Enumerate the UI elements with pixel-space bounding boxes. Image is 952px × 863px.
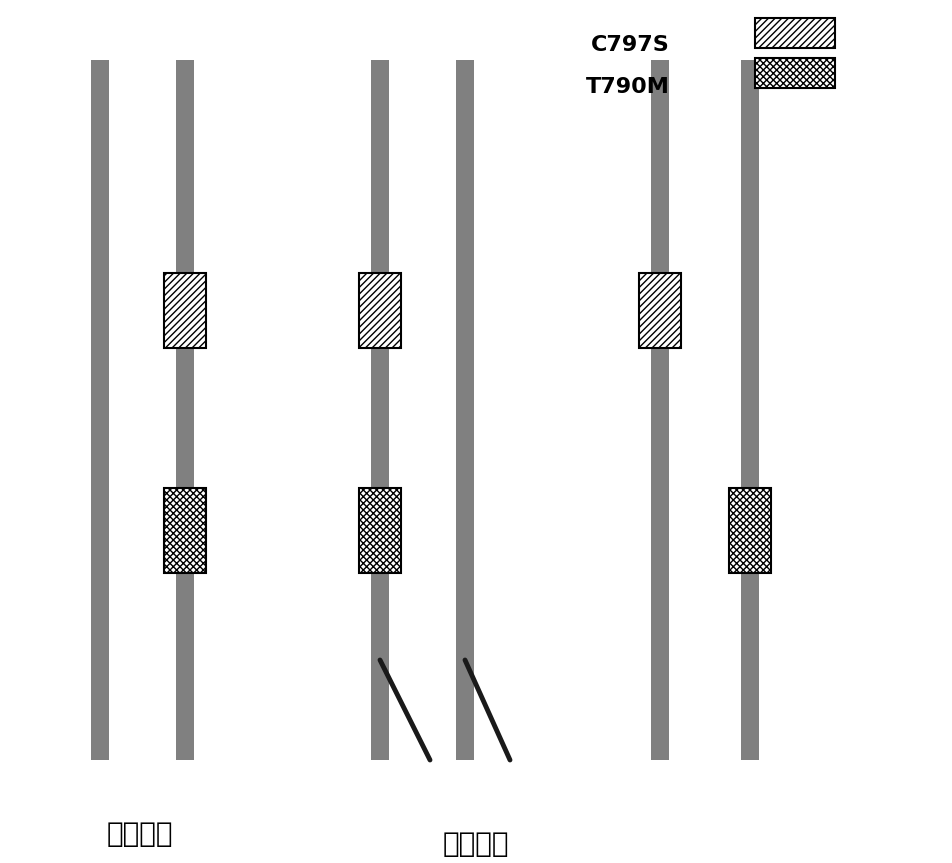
Text: T790M: T790M [585, 77, 669, 97]
Bar [90, 60, 109, 760]
Bar [455, 60, 473, 760]
Bar [650, 60, 668, 760]
Bar [754, 58, 834, 88]
Bar [754, 18, 834, 48]
Bar [639, 273, 681, 348]
Bar [164, 488, 206, 572]
Text: 反式突变: 反式突变 [443, 830, 508, 858]
Bar [741, 60, 758, 760]
Bar [164, 273, 206, 348]
Text: C797S: C797S [590, 35, 669, 55]
Bar [359, 273, 401, 348]
Bar [359, 488, 401, 572]
Text: 顺式突变: 顺式突变 [107, 820, 173, 848]
Bar [728, 488, 770, 572]
Bar [176, 60, 194, 760]
Bar [370, 60, 388, 760]
